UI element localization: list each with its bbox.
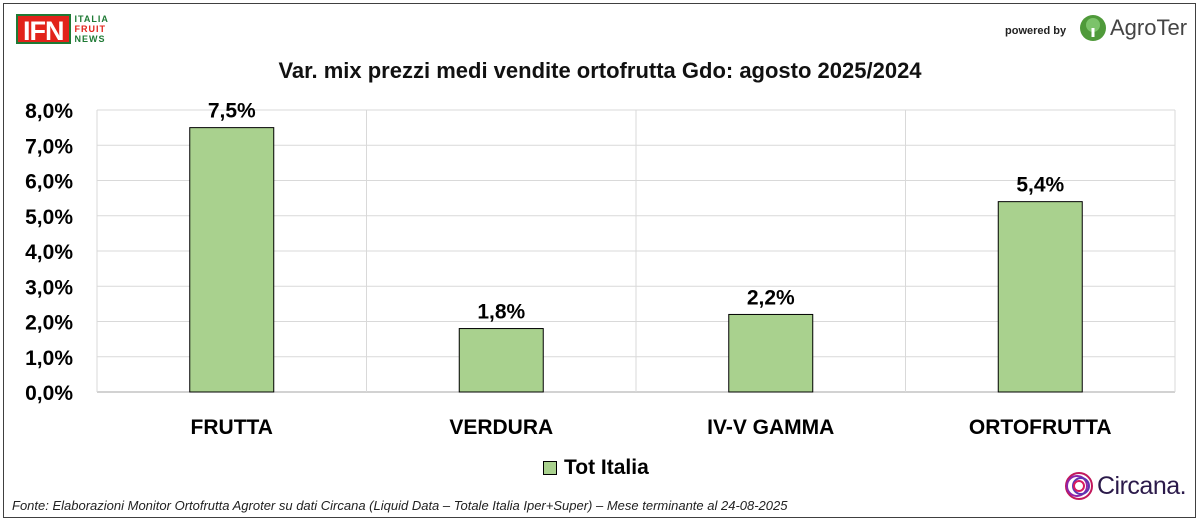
bars — [189, 127, 1083, 393]
y-tick-label: 1,0% — [25, 347, 73, 370]
circana-swirl-icon — [1065, 472, 1093, 500]
ifn-logo-line3: NEWS — [74, 34, 106, 44]
y-tick-label: 5,0% — [25, 206, 73, 229]
y-tick-label: 8,0% — [25, 100, 73, 123]
ifn-logo-line2: FRUIT — [74, 24, 106, 34]
data-label: 5,4% — [1016, 174, 1064, 197]
legend-label: Tot Italia — [564, 456, 649, 479]
y-tick-label: 3,0% — [25, 276, 73, 299]
circana-logo-text: Circana. — [1097, 471, 1187, 500]
ifn-logo-mark: IFN — [16, 14, 71, 46]
agroter-tree-icon — [1080, 15, 1106, 41]
ifn-logo-subtext: ITALIA FRUIT NEWS — [75, 14, 109, 44]
chart-frame — [3, 3, 1196, 518]
bar — [458, 328, 544, 393]
y-tick-label: 6,0% — [25, 171, 73, 194]
source-note: Fonte: Elaborazioni Monitor Ortofrutta A… — [12, 498, 788, 513]
legend: Tot Italia — [543, 456, 649, 480]
y-tick-label: 4,0% — [25, 241, 73, 264]
grid-lines — [96, 109, 1176, 393]
bar — [728, 313, 814, 393]
legend-swatch — [543, 461, 557, 475]
circana-logo: Circana. — [1063, 470, 1187, 502]
ifn-logo: IFN ITALIA FRUIT NEWS — [16, 12, 109, 46]
y-tick-label: 7,0% — [25, 135, 73, 158]
bar — [997, 201, 1083, 393]
x-tick-label: FRUTTA — [191, 416, 273, 439]
data-label: 2,2% — [747, 286, 795, 309]
ifn-logo-line1: ITALIA — [74, 14, 109, 24]
x-tick-label: IV-V GAMMA — [707, 416, 834, 439]
y-tick-label: 0,0% — [25, 382, 73, 405]
bar — [189, 127, 275, 393]
x-tick-label: VERDURA — [449, 416, 553, 439]
powered-by-label: powered by — [1005, 25, 1067, 37]
data-label: 7,5% — [208, 100, 256, 123]
agroter-logo-text: AgroTer — [1110, 15, 1188, 40]
data-labels: 7,5% 1,8% 2,2% 5,4% — [208, 100, 1065, 324]
chart-title: Var. mix prezzi medi vendite ortofrutta … — [278, 58, 922, 83]
y-axis-ticks: 0,0% 1,0% 2,0% 3,0% 4,0% 5,0% 6,0% 7,0% 8,0% — [25, 100, 73, 405]
x-axis-ticks: FRUTTA VERDURA IV-V GAMMA ORTOFRUTTA — [191, 416, 1112, 439]
data-label: 1,8% — [477, 301, 525, 324]
x-tick-label: ORTOFRUTTA — [969, 416, 1112, 439]
agroter-logo: AgroTer — [1079, 14, 1187, 42]
y-tick-label: 2,0% — [25, 312, 73, 335]
